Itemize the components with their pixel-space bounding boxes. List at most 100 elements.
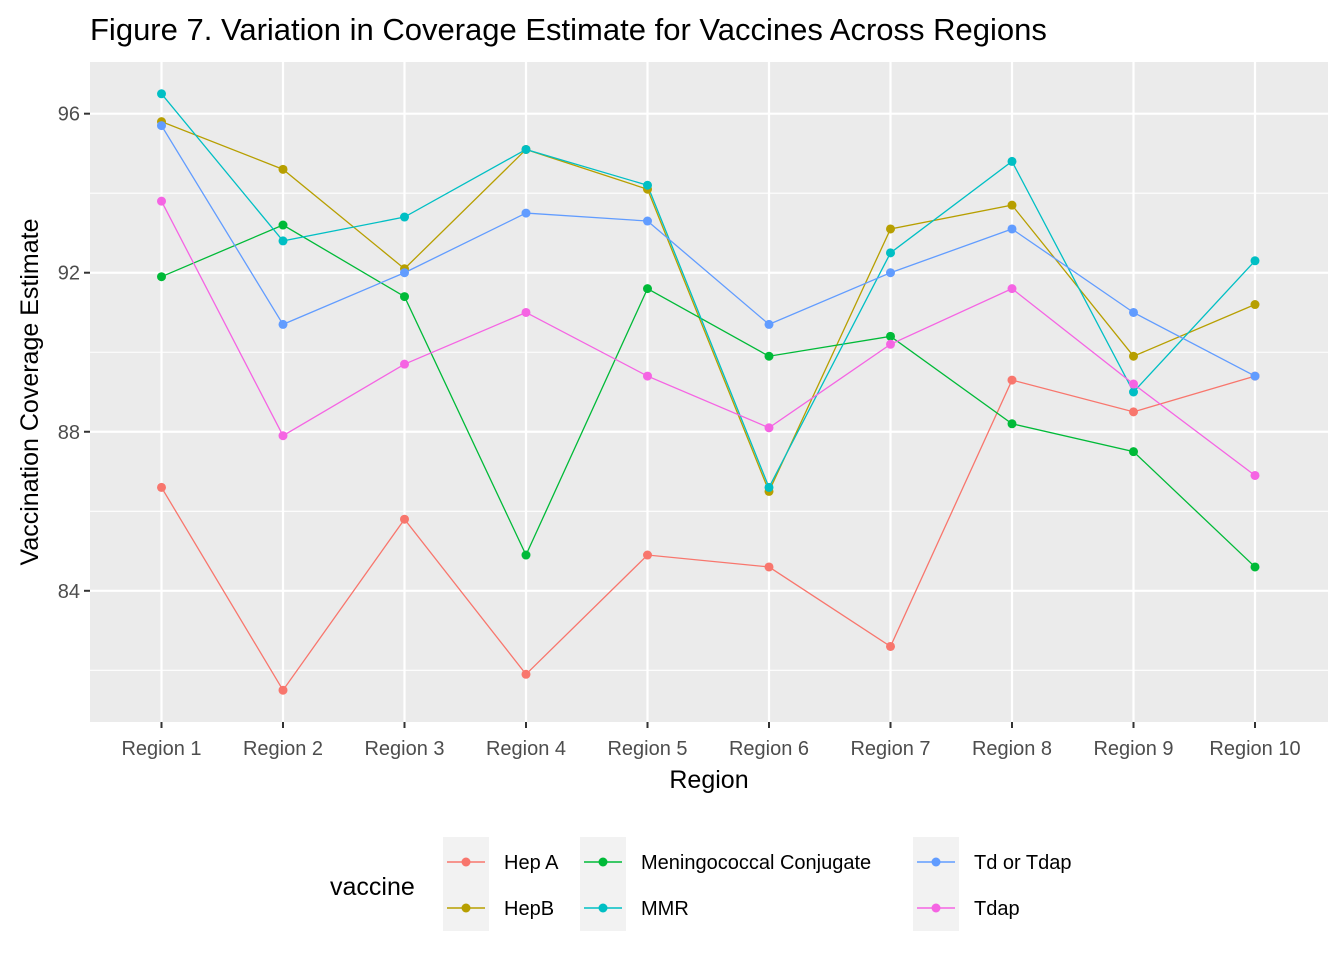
data-point-td-or-tdap (400, 268, 409, 278)
major-gridlines (90, 62, 1328, 722)
data-point-hep-a (400, 514, 409, 524)
series-line-mmr (160, 93, 1256, 489)
data-point-tdap (643, 371, 652, 381)
data-point-meningococcal-conjugate (157, 272, 166, 282)
series-line-meningococcal-conjugate (161, 224, 1256, 568)
data-point-meningococcal-conjugate (643, 284, 652, 294)
x-tick-label: Region 9 (1093, 738, 1173, 760)
data-point-tdap (157, 196, 166, 206)
data-point-td-or-tdap (643, 216, 652, 226)
data-point-hep-a (643, 550, 652, 560)
data-point-meningococcal-conjugate (886, 331, 895, 341)
data-point-meningococcal-conjugate (1007, 419, 1017, 429)
series-line-hep-a (160, 375, 1256, 692)
data-point-hep-a (278, 685, 288, 695)
x-tick-label: Region 8 (972, 738, 1052, 760)
legend-label-hep-a: Hep A (504, 852, 559, 874)
y-tick-label: 88 (58, 422, 80, 444)
chart-title: Figure 7. Variation in Coverage Estimate… (90, 12, 1047, 47)
series-lines (160, 93, 1256, 692)
x-axis-title: Region (669, 766, 748, 794)
x-tick-label: Region 1 (121, 738, 201, 760)
data-point-meningococcal-conjugate (764, 351, 774, 361)
data-point-td-or-tdap (886, 268, 895, 278)
series-line-tdap (160, 200, 1256, 477)
legend-key-background (580, 837, 626, 931)
data-point-td-or-tdap (764, 319, 774, 329)
data-point-tdap (400, 359, 409, 369)
data-point-hepb (1007, 200, 1017, 210)
data-point-hepb (1129, 351, 1138, 361)
data-point-hepb (1250, 300, 1260, 310)
data-point-tdap (764, 423, 774, 433)
data-point-meningococcal-conjugate (1250, 562, 1260, 572)
x-axis-ticks: Region 1 Region 2 Region 3 Region 4 Region 5… (121, 722, 1301, 760)
x-tick-label: Region 2 (243, 738, 323, 760)
data-point-td-or-tdap (1129, 307, 1138, 317)
y-tick-label: 92 (58, 263, 80, 285)
y-axis-ticks: 84 88 92 96 (58, 104, 90, 603)
legend-key-background (913, 837, 959, 931)
series-line-hepb (161, 121, 1256, 494)
x-tick-label: Region 3 (364, 738, 444, 760)
legend-label-tdap: Tdap (974, 898, 1020, 920)
data-point-hep-a (764, 562, 774, 572)
data-point-hepb (278, 164, 288, 174)
x-tick-label: Region 4 (486, 738, 566, 760)
data-point-mmr (400, 212, 409, 222)
data-point-mmr (157, 89, 166, 99)
data-point-td-or-tdap (1250, 371, 1260, 381)
legend-key-point-hep-a (461, 857, 471, 867)
data-point-tdap (1129, 379, 1138, 389)
legend-key-point-meningococcal-conjugate (598, 857, 608, 867)
x-tick-label: Region 5 (607, 738, 687, 760)
data-point-td-or-tdap (278, 319, 288, 329)
data-point-mmr (1129, 387, 1138, 397)
plot-panel (90, 62, 1328, 722)
data-point-meningococcal-conjugate (278, 220, 288, 230)
data-point-hep-a (1007, 375, 1017, 385)
data-point-hep-a (521, 669, 531, 679)
data-point-tdap (1250, 470, 1260, 480)
legend-label-hepb: HepB (504, 898, 554, 920)
data-point-mmr (764, 482, 774, 492)
data-point-td-or-tdap (157, 121, 166, 131)
data-point-tdap (1007, 284, 1017, 294)
legend-key-point-td-or-tdap (931, 857, 941, 867)
legend-key-point-mmr (598, 903, 608, 913)
data-point-hep-a (157, 482, 166, 492)
y-tick-label: 96 (58, 104, 80, 126)
legend-label-td-or-tdap: Td or Tdap (974, 852, 1071, 874)
data-point-mmr (1007, 156, 1017, 166)
minor-gridlines (90, 192, 1328, 671)
series-points (157, 89, 1260, 695)
x-tick-label: Region 7 (850, 738, 930, 760)
data-point-tdap (886, 339, 895, 349)
data-point-hep-a (1129, 407, 1138, 417)
data-point-meningococcal-conjugate (400, 292, 409, 302)
data-point-mmr (521, 144, 531, 154)
y-tick-label: 84 (58, 581, 80, 603)
legend: vaccine Hep A HepB Meningococcal Conjugate… (330, 837, 1071, 931)
legend-label-meningococcal-conjugate: Meningococcal Conjugate (641, 852, 871, 874)
legend-title: vaccine (330, 873, 415, 901)
data-point-td-or-tdap (1007, 224, 1017, 234)
legend-key-point-tdap (931, 903, 941, 913)
x-tick-label: Region 10 (1209, 738, 1300, 760)
legend-key-background (443, 837, 489, 931)
data-point-meningococcal-conjugate (521, 550, 531, 560)
data-point-meningococcal-conjugate (1129, 447, 1138, 457)
data-point-hepb (886, 224, 895, 234)
data-point-mmr (886, 248, 895, 258)
data-point-mmr (1250, 256, 1260, 266)
series-line-td-or-tdap (160, 125, 1256, 377)
data-point-hep-a (886, 641, 895, 651)
data-point-mmr (278, 236, 288, 246)
data-point-td-or-tdap (521, 208, 531, 218)
data-point-mmr (643, 180, 652, 190)
legend-label-mmr: MMR (641, 898, 689, 920)
y-axis-title: Vaccination Coverage Estimate (16, 219, 44, 566)
legend-key-point-hepb (461, 903, 471, 913)
data-point-tdap (521, 307, 531, 317)
